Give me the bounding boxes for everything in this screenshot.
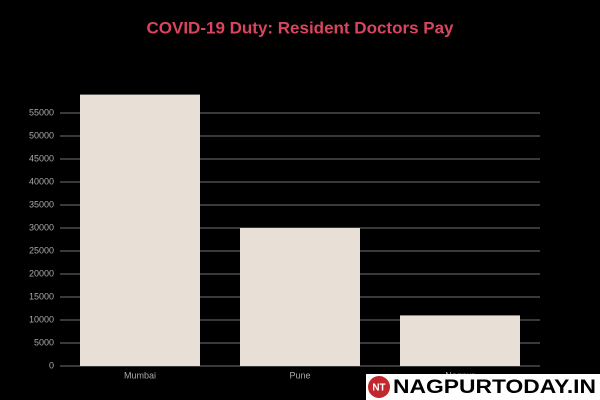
x-tick-label: Mumbai xyxy=(124,370,156,380)
chart-title: COVID-19 Duty: Resident Doctors Pay xyxy=(146,18,454,37)
bar xyxy=(80,94,200,366)
y-tick-label: 15000 xyxy=(29,291,54,301)
y-tick-label: 10000 xyxy=(29,314,54,324)
watermark-logo: NT xyxy=(372,383,385,394)
watermark-box xyxy=(366,374,600,400)
y-tick-label: 55000 xyxy=(29,107,54,117)
y-tick-label: 35000 xyxy=(29,199,54,209)
y-tick-label: 5000 xyxy=(34,337,54,347)
bar xyxy=(240,228,360,366)
x-tick-label: Pune xyxy=(289,370,310,380)
bar xyxy=(400,315,520,366)
watermark-text: NAGPURTODAY.IN xyxy=(393,377,596,398)
watermark-logo-circle xyxy=(368,376,390,398)
y-tick-label: 25000 xyxy=(29,245,54,255)
y-tick-label: 30000 xyxy=(29,222,54,232)
y-tick-label: 20000 xyxy=(29,268,54,278)
y-tick-label: 45000 xyxy=(29,153,54,163)
y-tick-label: 0 xyxy=(49,360,54,370)
y-tick-label: 50000 xyxy=(29,130,54,140)
y-tick-label: 40000 xyxy=(29,176,54,186)
